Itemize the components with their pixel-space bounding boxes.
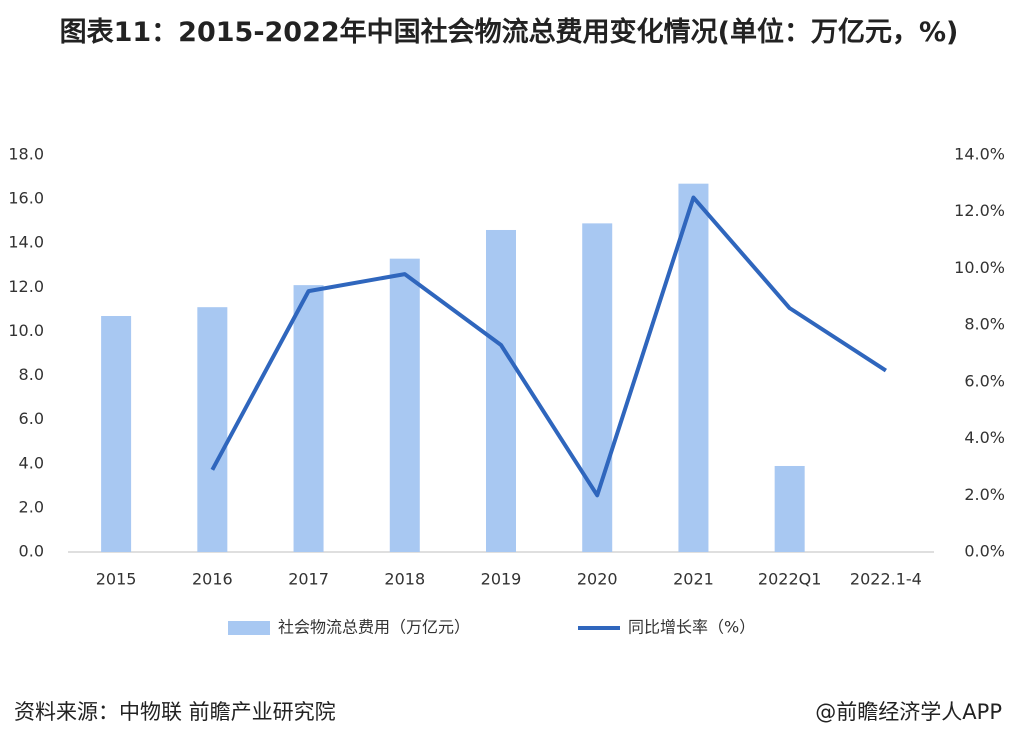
legend-label: 同比增长率（%） [628, 618, 755, 637]
y2-tick-label: 6.0% [964, 371, 1005, 390]
y-tick-label: 6.0 [19, 409, 44, 428]
bar [582, 223, 613, 552]
y2-tick-label: 2.0% [964, 485, 1005, 504]
bar [101, 316, 132, 552]
bar [293, 285, 324, 552]
source: 资料来源：中物联 前瞻产业研究院 [14, 700, 336, 724]
y-tick-label: 8.0 [19, 365, 44, 384]
y-tick-label: 10.0 [8, 321, 44, 340]
x-tick-label: 2016 [192, 570, 233, 589]
chart-title: 图表11：2015-2022年中国社会物流总费用变化情况(单位：万亿元，%) [59, 17, 959, 48]
x-tick-label: 2022.1-4 [850, 570, 922, 589]
bar [678, 183, 709, 552]
bar [486, 229, 516, 552]
y-tick-label: 12.0 [8, 277, 44, 296]
y-tick-label: 2.0 [19, 497, 44, 516]
x-tick-label: 2017 [288, 570, 329, 589]
x-tick-label: 2015 [96, 570, 137, 589]
x-tick-label: 2022Q1 [758, 570, 822, 589]
y-tick-label: 14.0 [8, 233, 44, 252]
x-tick-label: 2021 [673, 570, 714, 589]
bar [774, 465, 805, 552]
x-tick-label: 2019 [481, 570, 522, 589]
credit: @前瞻经济学人APP [815, 700, 1002, 724]
y2-tick-label: 8.0% [964, 315, 1005, 334]
bar [197, 307, 228, 552]
y2-tick-label: 10.0% [954, 258, 1005, 277]
y-tick-label: 16.0 [8, 189, 44, 208]
line [210, 195, 887, 498]
x-tick-label: 2020 [577, 570, 618, 589]
legend-label: 社会物流总费用（万亿元） [278, 618, 470, 637]
y-tick-label: 4.0 [19, 453, 44, 472]
y-tick-label: 18.0 [8, 145, 44, 164]
y2-tick-label: 4.0% [964, 428, 1005, 447]
y2-tick-label: 12.0% [954, 201, 1005, 220]
y-tick-label: 0.0 [19, 542, 44, 561]
bar [389, 258, 420, 552]
legend-swatch [228, 621, 270, 635]
x-tick-label: 2018 [384, 570, 425, 589]
y2-tick-label: 0.0% [964, 542, 1005, 561]
y2-tick-label: 14.0% [954, 145, 1005, 164]
